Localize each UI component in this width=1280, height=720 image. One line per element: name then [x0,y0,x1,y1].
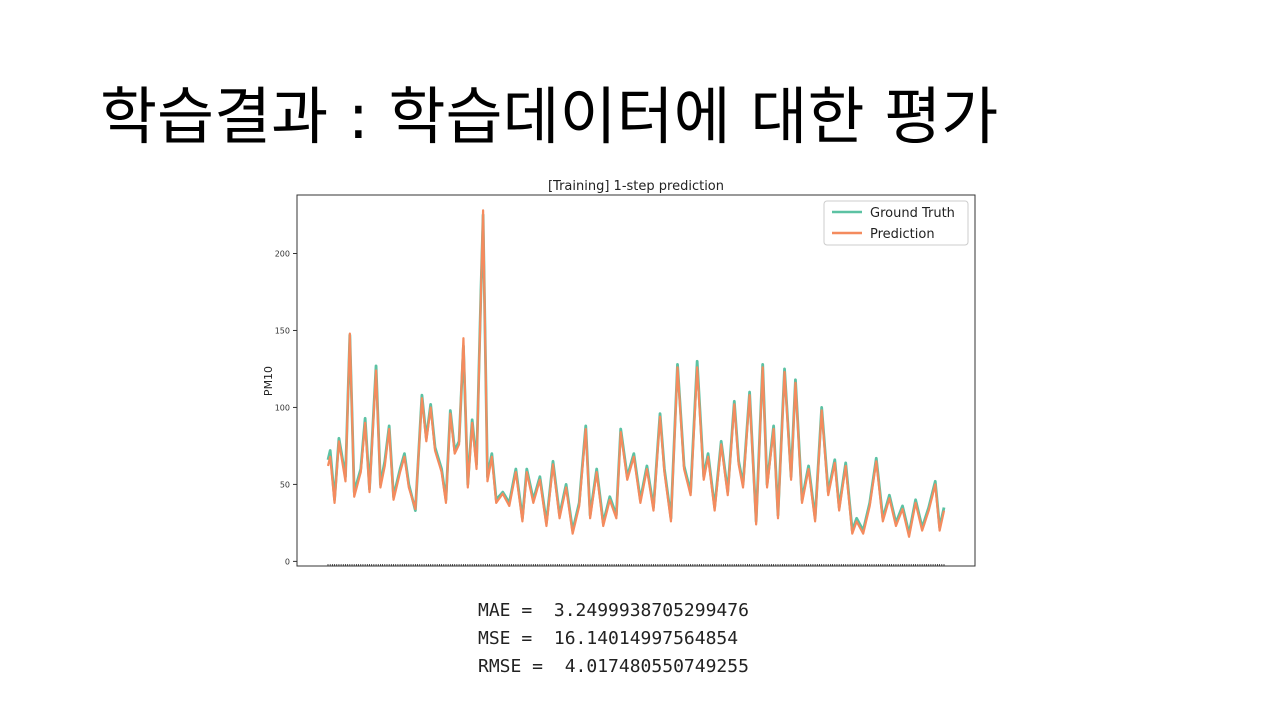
legend: Ground Truth Prediction [823,200,969,246]
series-line-prediction [326,209,946,538]
metric-mse: MSE = 16.14014997564854 [478,628,739,649]
metric-rmse: RMSE = 4.017480550749255 [478,656,749,677]
y-tick-label: 200 [275,249,290,258]
y-tick-label: 0 [285,557,290,566]
metric-mae: MAE = 3.2499938705299476 [478,600,749,621]
y-axis-label: PM10 [262,366,275,396]
y-tick-label: 50 [280,480,290,489]
plot-area-frame [296,194,976,567]
y-tick-label: 100 [275,403,290,412]
y-axis-ticks: 0 50 100 150 200 [275,249,297,566]
legend-label-prediction: Prediction [870,227,935,242]
series-layer [326,209,946,538]
x-axis-ticks [327,564,945,566]
metrics-block: MAE = 3.2499938705299476 MSE = 16.140149… [478,597,749,681]
y-tick-label: 150 [275,326,290,335]
chart-title: [Training] 1-step prediction [548,179,724,194]
legend-label-ground-truth: Ground Truth [870,206,955,221]
series-line-ground-truth [326,213,946,536]
slide-title: 학습결과 : 학습데이터에 대한 평가 [100,80,999,153]
